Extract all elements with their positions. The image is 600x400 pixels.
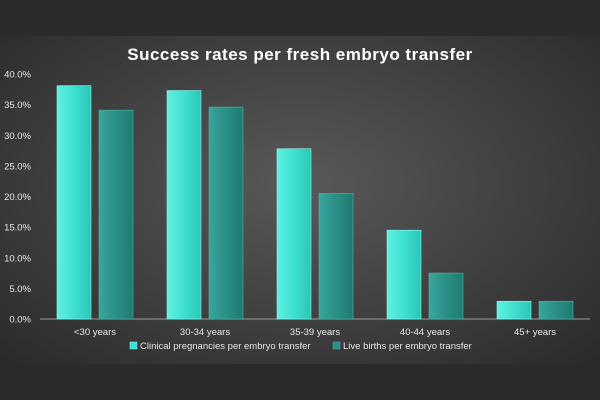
bar-series-2-3 [428,272,464,320]
legend: Clinical pregnancies per embryo transfer… [129,341,472,352]
x-tick-label: 40-44 years [400,327,450,338]
legend-label-2: Live births per embryo transfer [343,341,472,352]
y-tick-label: 10.0% [4,253,31,264]
bottom-band [0,364,600,400]
y-tick-label: 40.0% [4,70,31,81]
y-tick-label: 20.0% [4,192,31,203]
bar-series-1-2 [276,148,312,320]
bar-series-1-0 [56,85,92,320]
x-tick-label: <30 years [74,327,116,338]
y-axis: 0.0% 5.0% 10.0% 15.0% 20.0% 25.0% 30.0% 35.0% 40… [4,70,31,326]
x-tick-label: 35-39 years [290,327,340,338]
x-tick-label: 30-34 years [180,327,230,338]
x-axis: <30 years 30-34 years 35-39 years 40-44 yea… [40,318,590,338]
top-band [0,0,600,36]
bars [56,85,574,320]
legend-swatch-2 [332,341,341,350]
bar-series-2-0 [98,109,134,320]
chart-title: Success rates per fresh embryo transfer [127,45,473,64]
bar-series-2-1 [208,106,244,320]
legend-swatch-1 [129,341,138,350]
y-tick-label: 25.0% [4,161,31,172]
y-tick-label: 35.0% [4,100,31,111]
y-tick-label: 30.0% [4,131,31,142]
bar-series-2-4 [538,300,574,320]
y-tick-label: 0.0% [9,315,31,326]
x-tick-label: 45+ years [514,327,556,338]
bar-series-2-2 [318,193,354,320]
bar-series-1-1 [166,90,202,320]
y-tick-label: 5.0% [9,284,31,295]
legend-label-1: Clinical pregnancies per embryo transfer [140,341,311,352]
bar-series-1-4 [496,300,532,320]
y-tick-label: 15.0% [4,223,31,234]
bar-series-1-3 [386,229,422,320]
